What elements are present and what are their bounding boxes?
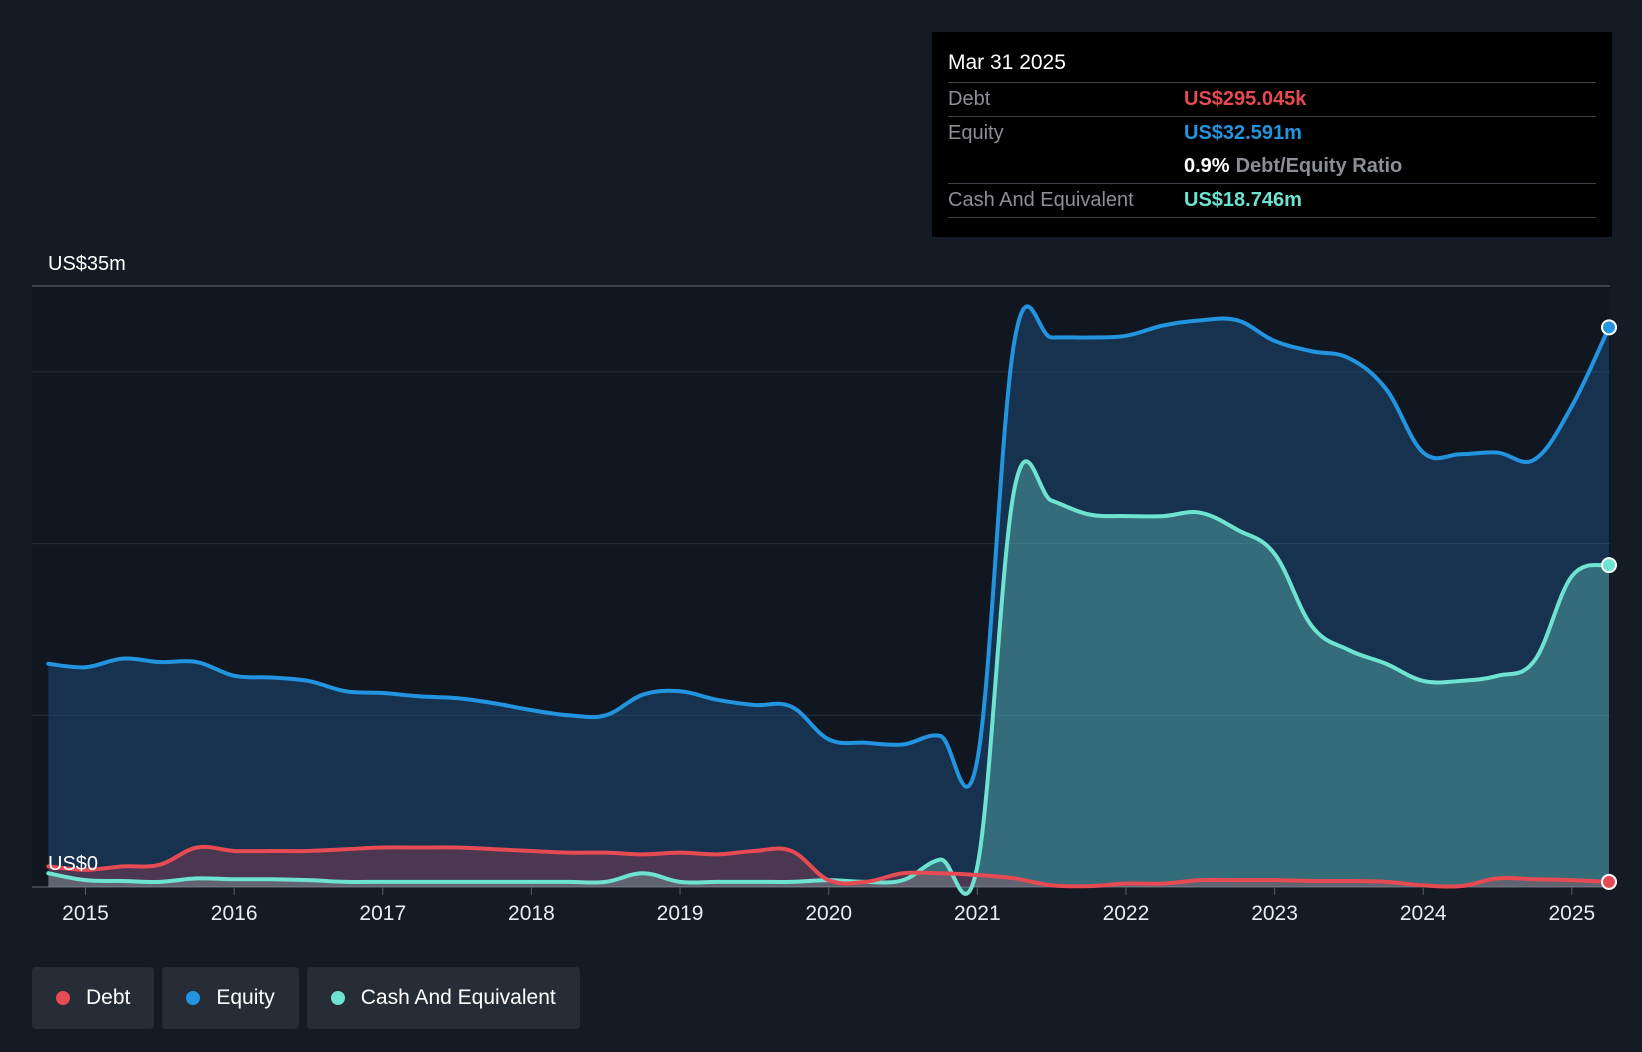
- area-equity: [48, 306, 1610, 888]
- area-cash-and-equivalent: [48, 461, 1610, 894]
- tooltip-debt-label: Debt: [948, 88, 991, 110]
- tooltip-debt-value: US$295.045k: [1184, 88, 1307, 110]
- x-tick-label-2017: 2017: [359, 902, 406, 925]
- line-equity: [46, 304, 1611, 789]
- x-tick-label-2021: 2021: [954, 902, 1001, 925]
- end-marker-debt: [1601, 873, 1617, 890]
- legend-label-debt: Debt: [86, 986, 131, 1009]
- tooltip-equity-label: Equity: [948, 122, 1004, 144]
- tooltip: Mar 31 2025 Debt US$295.045k Equity US$3…: [932, 32, 1612, 237]
- tooltip-ratio-label: Debt/Equity Ratio: [1235, 155, 1403, 177]
- x-axis-ticks: 2015 2016 2017 2018 2019 2020 2021 2022 2023 2024…: [62, 887, 1595, 925]
- x-tick-label-2025: 2025: [1548, 902, 1595, 925]
- x-tick-label-2018: 2018: [508, 902, 555, 925]
- tooltip-debt-row: Debt US$295.045k: [948, 83, 1596, 117]
- legend-item-debt[interactable]: Debt: [32, 967, 155, 1029]
- legend-dot-debt-icon: [56, 991, 70, 1005]
- end-markers: [1601, 319, 1617, 890]
- tooltip-cash-value: US$18.746m: [1184, 189, 1302, 211]
- legend-dot-cash-icon: [330, 991, 345, 1005]
- x-tick-label-2019: 2019: [657, 902, 704, 925]
- end-marker-equity: [1601, 319, 1617, 336]
- legend-label-cash: Cash And Equivalent: [360, 986, 556, 1009]
- legend-label-equity: Equity: [216, 986, 275, 1009]
- y-axis-bottom-label: US$0: [48, 853, 98, 875]
- series-areas: [48, 306, 1610, 894]
- tooltip-ratio-row: 0.9% Debt/Equity Ratio: [948, 150, 1596, 184]
- legend-dot-equity-icon: [186, 991, 201, 1005]
- x-tick-label-2016: 2016: [211, 902, 258, 925]
- legend: Debt Equity Cash And Equivalent: [32, 967, 580, 1029]
- area-debt: [48, 846, 1610, 887]
- tooltip-ratio-value: 0.9%: [1184, 155, 1230, 177]
- legend-item-cash[interactable]: Cash And Equivalent: [306, 967, 580, 1029]
- legend-item-equity[interactable]: Equity: [162, 967, 299, 1029]
- series-lines: [46, 304, 1611, 896]
- tooltip-cash-row: Cash And Equivalent US$18.746m: [948, 184, 1596, 218]
- x-tick-label-2015: 2015: [62, 902, 109, 925]
- line-debt: [46, 844, 1611, 889]
- tooltip-equity-value: US$32.591m: [1184, 122, 1302, 144]
- tooltip-date: Mar 31 2025: [948, 46, 1596, 83]
- x-tick-label-2023: 2023: [1251, 902, 1298, 925]
- x-tick-label-2022: 2022: [1103, 902, 1150, 925]
- grid-lines: [32, 285, 1610, 888]
- tooltip-cash-label: Cash And Equivalent: [948, 189, 1134, 211]
- x-tick-label-2024: 2024: [1400, 902, 1447, 925]
- x-tick-label-2020: 2020: [805, 902, 852, 925]
- end-marker-cash-and-equivalent: [1601, 557, 1617, 574]
- plot-background: [32, 286, 1610, 887]
- y-axis-top-label: US$35m: [48, 253, 126, 275]
- tooltip-equity-row: Equity US$32.591m: [948, 117, 1596, 150]
